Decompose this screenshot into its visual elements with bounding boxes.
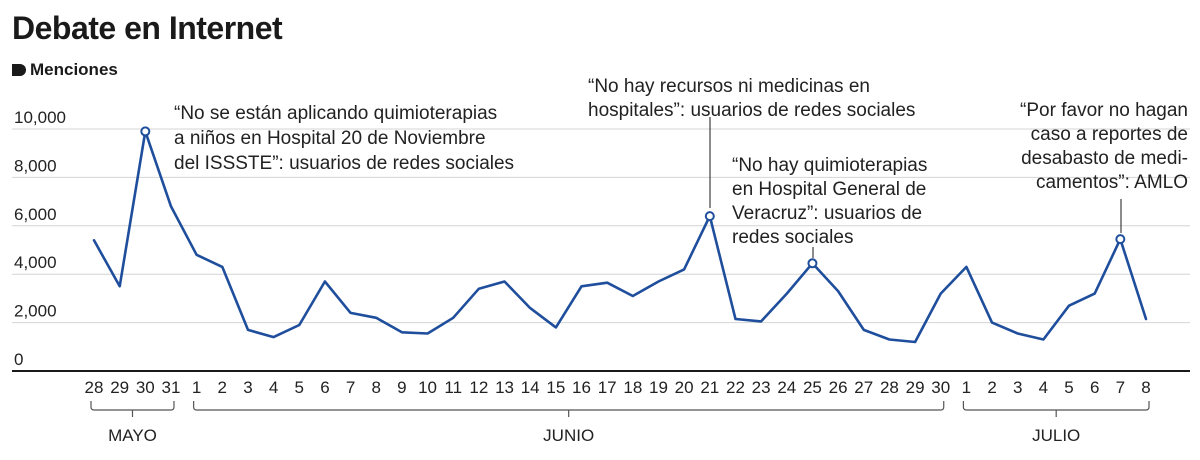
x-tick-label: 23	[752, 378, 771, 397]
x-tick-label: 11	[444, 378, 462, 397]
annotation-marker	[1115, 234, 1126, 245]
x-tick-label: 7	[1116, 378, 1125, 397]
x-tick-label: 8	[1141, 378, 1150, 397]
annotation-line: del ISSSTE”: usuarios de redes sociales	[174, 153, 514, 174]
x-tick-label: 26	[829, 378, 848, 397]
x-tick-label: 1	[192, 378, 201, 397]
annotation-line: “Por favor no hagan	[1020, 100, 1188, 121]
x-tick-label: 19	[649, 378, 668, 397]
x-tick-label: 20	[675, 378, 694, 397]
x-tick-label: 3	[1013, 378, 1022, 397]
x-axis: 28 29 30 31 1 2 3 4 5 6 7 8 9 10 11 12 13 14 15 16 17 18 19 20 2…	[12, 370, 1190, 445]
x-tick-label: 5	[295, 378, 304, 397]
x-tick-label: 28	[85, 378, 104, 397]
annotation-text: “No hay quimioterapias en Hospital Genera…	[732, 155, 927, 248]
annotation-text: “Por favor no hagan caso a reportes de des…	[1020, 100, 1188, 193]
month-label: JUNIO	[543, 426, 594, 445]
x-tick-label: 2	[218, 378, 227, 397]
annotation-line: redes sociales	[732, 227, 853, 248]
gridlines	[12, 128, 1190, 324]
y-tick-label: 4,000	[14, 253, 57, 272]
x-tick-label: 8	[372, 378, 381, 397]
x-tick-label: 29	[906, 378, 925, 397]
x-tick-label: 18	[623, 378, 642, 397]
x-tick-label: 6	[320, 378, 329, 397]
x-tick-label: 4	[1039, 378, 1048, 397]
x-tick-label: 6	[1090, 378, 1099, 397]
annotation-line: desabasto de medi-	[1021, 148, 1188, 169]
x-tick-label: 27	[854, 378, 873, 397]
annotation-line: camentos”: AMLO	[1036, 172, 1188, 193]
x-tick-label: 31	[162, 378, 181, 397]
annotation-text: “No hay recursos ni medicinas en hospital…	[588, 76, 915, 121]
x-tick-label: 25	[803, 378, 822, 397]
series-line-path	[92, 130, 1148, 344]
annotations: “No se están aplicando quimioterapias a n…	[140, 76, 1188, 269]
month-label: MAYO	[108, 426, 157, 445]
y-tick-label: 10,000	[14, 108, 66, 127]
label-marker-icon	[12, 64, 26, 76]
annotation-text: “No se están aplicando quimioterapias a n…	[174, 103, 514, 174]
annotation-line: Veracruz”: usuarios de	[732, 203, 922, 224]
y-tick-label: 6,000	[14, 205, 57, 224]
month-label: JULIO	[1032, 426, 1080, 445]
chart-title: Debate en Internet	[12, 10, 283, 46]
x-tick-label: 14	[521, 378, 540, 397]
x-tick-label: 2	[987, 378, 996, 397]
x-tick-label: 22	[726, 378, 745, 397]
y-tick-label: 8,000	[14, 156, 57, 175]
y-tick-labels: 0 2,000 4,000 6,000 8,000 10,000	[14, 108, 66, 369]
annotation-line: en Hospital General de	[732, 179, 926, 200]
x-tick-label: 16	[572, 378, 591, 397]
annotation-marker	[704, 211, 715, 222]
x-tick-label: 7	[346, 378, 355, 397]
x-tick-label: 4	[269, 378, 278, 397]
x-tick-label: 12	[469, 378, 488, 397]
x-tick-label: 15	[546, 378, 565, 397]
x-tick-label: 1	[962, 378, 971, 397]
x-tick-label: 17	[598, 378, 617, 397]
annotation-marker	[140, 126, 151, 137]
annotation-line: “No hay recursos ni medicinas en	[588, 76, 870, 97]
month-bracket	[193, 401, 945, 411]
x-tick-label: 29	[110, 378, 129, 397]
annotation-line: hospitales”: usuarios de redes sociales	[588, 100, 915, 121]
x-tick-label: 9	[397, 378, 406, 397]
month-bracket	[962, 401, 1150, 411]
x-tick-label: 24	[777, 378, 796, 397]
annotation-line: a niños en Hospital 20 de Noviembre	[174, 128, 486, 149]
x-tick-label: 30	[136, 378, 155, 397]
y-tick-label: 0	[14, 350, 23, 369]
x-tick-label: 3	[243, 378, 252, 397]
x-tick-label: 30	[931, 378, 950, 397]
x-tick-label: 28	[880, 378, 899, 397]
month-bracket	[90, 401, 175, 411]
x-tick-label: 10	[418, 378, 437, 397]
y-axis-label-wrap: Menciones	[12, 60, 118, 80]
annotation-marker	[807, 258, 818, 269]
annotation-line: “No se están aplicando quimioterapias	[174, 103, 497, 124]
x-tick-label: 21	[700, 378, 719, 397]
y-tick-label: 2,000	[14, 302, 57, 321]
y-axis-label: Menciones	[30, 60, 118, 79]
x-tick-label: 13	[495, 378, 514, 397]
x-tick-label: 5	[1064, 378, 1073, 397]
annotation-line: “No hay quimioterapias	[732, 155, 927, 176]
annotation-line: caso a reportes de	[1031, 124, 1188, 145]
series-line	[92, 130, 1148, 344]
